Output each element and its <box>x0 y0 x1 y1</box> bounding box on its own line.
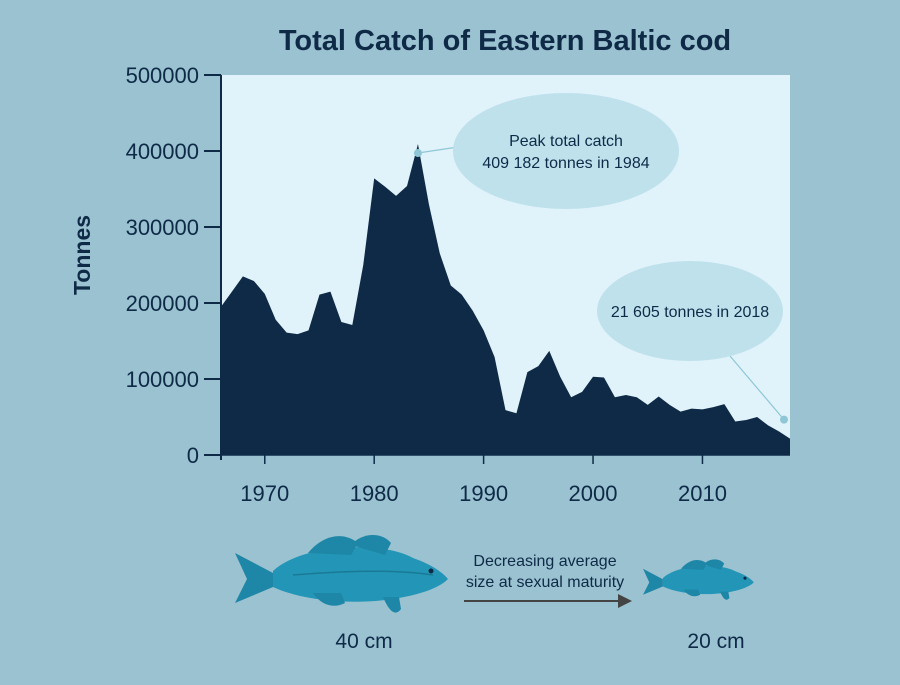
large-fish-label: 40 cm <box>335 630 392 653</box>
latest-callout-text: 21 605 tonnes in 2018 <box>611 304 769 321</box>
y-tick-label: 300000 <box>126 215 199 240</box>
latest-annotation: 21 605 tonnes in 2018 <box>597 261 788 424</box>
peak-annotation: Peak total catch 409 182 tonnes in 1984 <box>413 93 679 209</box>
size-caption-line-2: size at sexual maturity <box>466 574 624 591</box>
latest-callout-bubble <box>597 261 783 361</box>
size-arrow <box>464 594 632 608</box>
latest-leader-line <box>729 355 785 421</box>
small-cod-icon <box>643 559 754 600</box>
latest-marker <box>780 415 788 424</box>
peak-callout-line-2: 409 182 tonnes in 1984 <box>482 155 649 172</box>
y-axis-ticks: 0 100000 200000 300000 400000 500000 <box>126 63 221 468</box>
x-tick-label: 1970 <box>240 481 289 506</box>
y-axis-label: Tonnes <box>69 215 95 295</box>
x-tick-label: 1990 <box>459 481 508 506</box>
x-tick-label: 1980 <box>350 481 399 506</box>
size-caption-line-1: Decreasing average <box>473 553 616 570</box>
large-cod-icon <box>235 534 448 613</box>
catch-area <box>221 144 790 455</box>
y-tick-label: 400000 <box>126 139 199 164</box>
x-tick-label: 2010 <box>678 481 727 506</box>
y-tick-label: 500000 <box>126 63 199 88</box>
peak-callout-line-1: Peak total catch <box>509 133 623 150</box>
y-tick-label: 200000 <box>126 291 199 316</box>
chart-title: Total Catch of Eastern Baltic cod <box>279 25 731 57</box>
y-tick-label: 0 <box>187 443 199 468</box>
peak-callout-bubble <box>453 93 679 209</box>
small-fish-label: 20 cm <box>687 630 744 653</box>
x-tick-label: 2000 <box>569 481 618 506</box>
peak-marker <box>413 149 422 158</box>
peak-leader-line <box>417 146 459 154</box>
x-axis-ticks: 1970 1980 1990 2000 2010 <box>240 455 727 506</box>
y-tick-label: 100000 <box>126 367 199 392</box>
